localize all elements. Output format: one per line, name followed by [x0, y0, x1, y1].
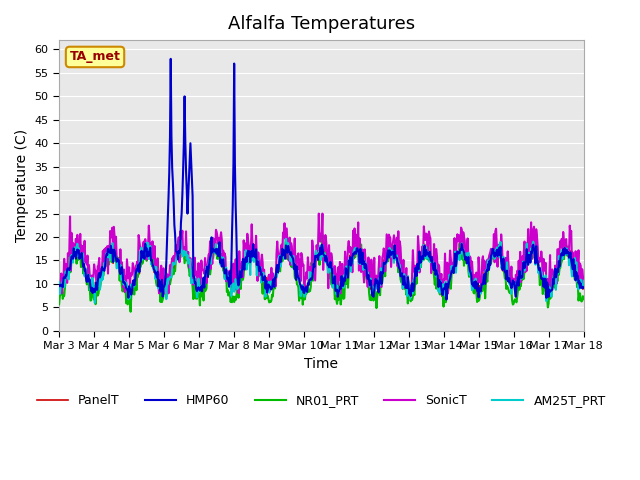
- X-axis label: Time: Time: [305, 357, 339, 371]
- Title: Alfalfa Temperatures: Alfalfa Temperatures: [228, 15, 415, 33]
- Text: TA_met: TA_met: [70, 50, 120, 63]
- Legend: PanelT, HMP60, NR01_PRT, SonicT, AM25T_PRT: PanelT, HMP60, NR01_PRT, SonicT, AM25T_P…: [32, 389, 611, 412]
- Y-axis label: Temperature (C): Temperature (C): [15, 129, 29, 242]
